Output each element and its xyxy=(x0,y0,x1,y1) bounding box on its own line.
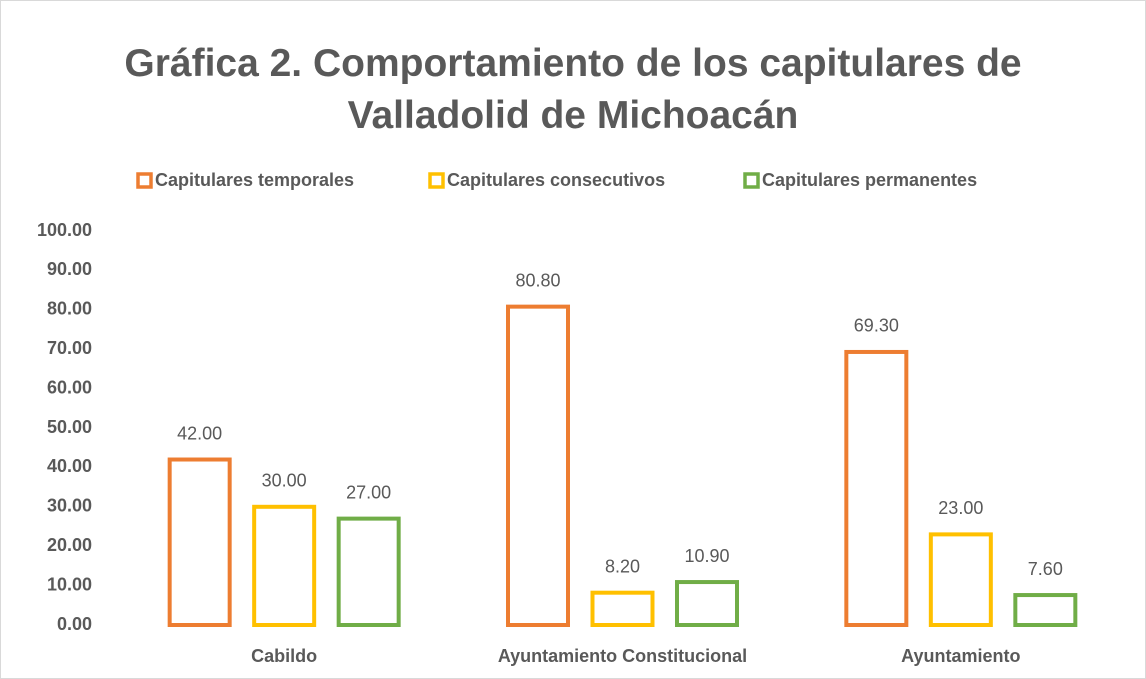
legend-label: Capitulares temporales xyxy=(155,170,354,190)
chart-title: Gráfica 2. Comportamiento de los capitul… xyxy=(124,42,1022,137)
bar xyxy=(928,532,993,628)
bar xyxy=(675,580,739,628)
legend-marker xyxy=(428,172,445,189)
bar xyxy=(1013,593,1078,628)
value-label: 7.60 xyxy=(1028,559,1063,579)
value-label: 27.00 xyxy=(346,482,391,502)
bar xyxy=(590,590,655,628)
legend-marker xyxy=(136,172,153,189)
value-label: 30.00 xyxy=(262,471,307,491)
y-tick-label: 0.00 xyxy=(57,614,92,634)
y-tick-label: 100.00 xyxy=(37,220,92,240)
legend-marker xyxy=(743,172,760,189)
bar xyxy=(167,457,232,627)
y-tick-label: 70.00 xyxy=(47,338,92,358)
value-label: 23.00 xyxy=(938,498,983,518)
value-label: 80.80 xyxy=(515,270,560,290)
value-label: 8.20 xyxy=(605,556,640,576)
x-tick-label: Ayuntamiento xyxy=(901,646,1020,666)
legend-label: Capitulares permanentes xyxy=(762,170,977,190)
y-tick-label: 10.00 xyxy=(47,574,92,594)
value-label: 10.90 xyxy=(684,546,729,566)
x-tick-label: Cabildo xyxy=(251,646,317,666)
legend-label: Capitulares consecutivos xyxy=(447,170,665,190)
y-tick-label: 40.00 xyxy=(47,456,92,476)
value-label: 69.30 xyxy=(854,316,899,336)
value-label: 42.00 xyxy=(177,423,222,443)
bar xyxy=(506,304,570,627)
y-tick-label: 60.00 xyxy=(47,377,92,397)
y-tick-label: 20.00 xyxy=(47,535,92,555)
bar xyxy=(336,516,401,627)
y-tick-label: 30.00 xyxy=(47,496,92,516)
bar xyxy=(252,504,317,627)
y-tick-label: 80.00 xyxy=(47,299,92,319)
x-tick-label: Ayuntamiento Constitucional xyxy=(498,646,747,666)
bar xyxy=(844,349,909,627)
y-tick-label: 90.00 xyxy=(47,259,92,279)
y-tick-label: 50.00 xyxy=(47,417,92,437)
